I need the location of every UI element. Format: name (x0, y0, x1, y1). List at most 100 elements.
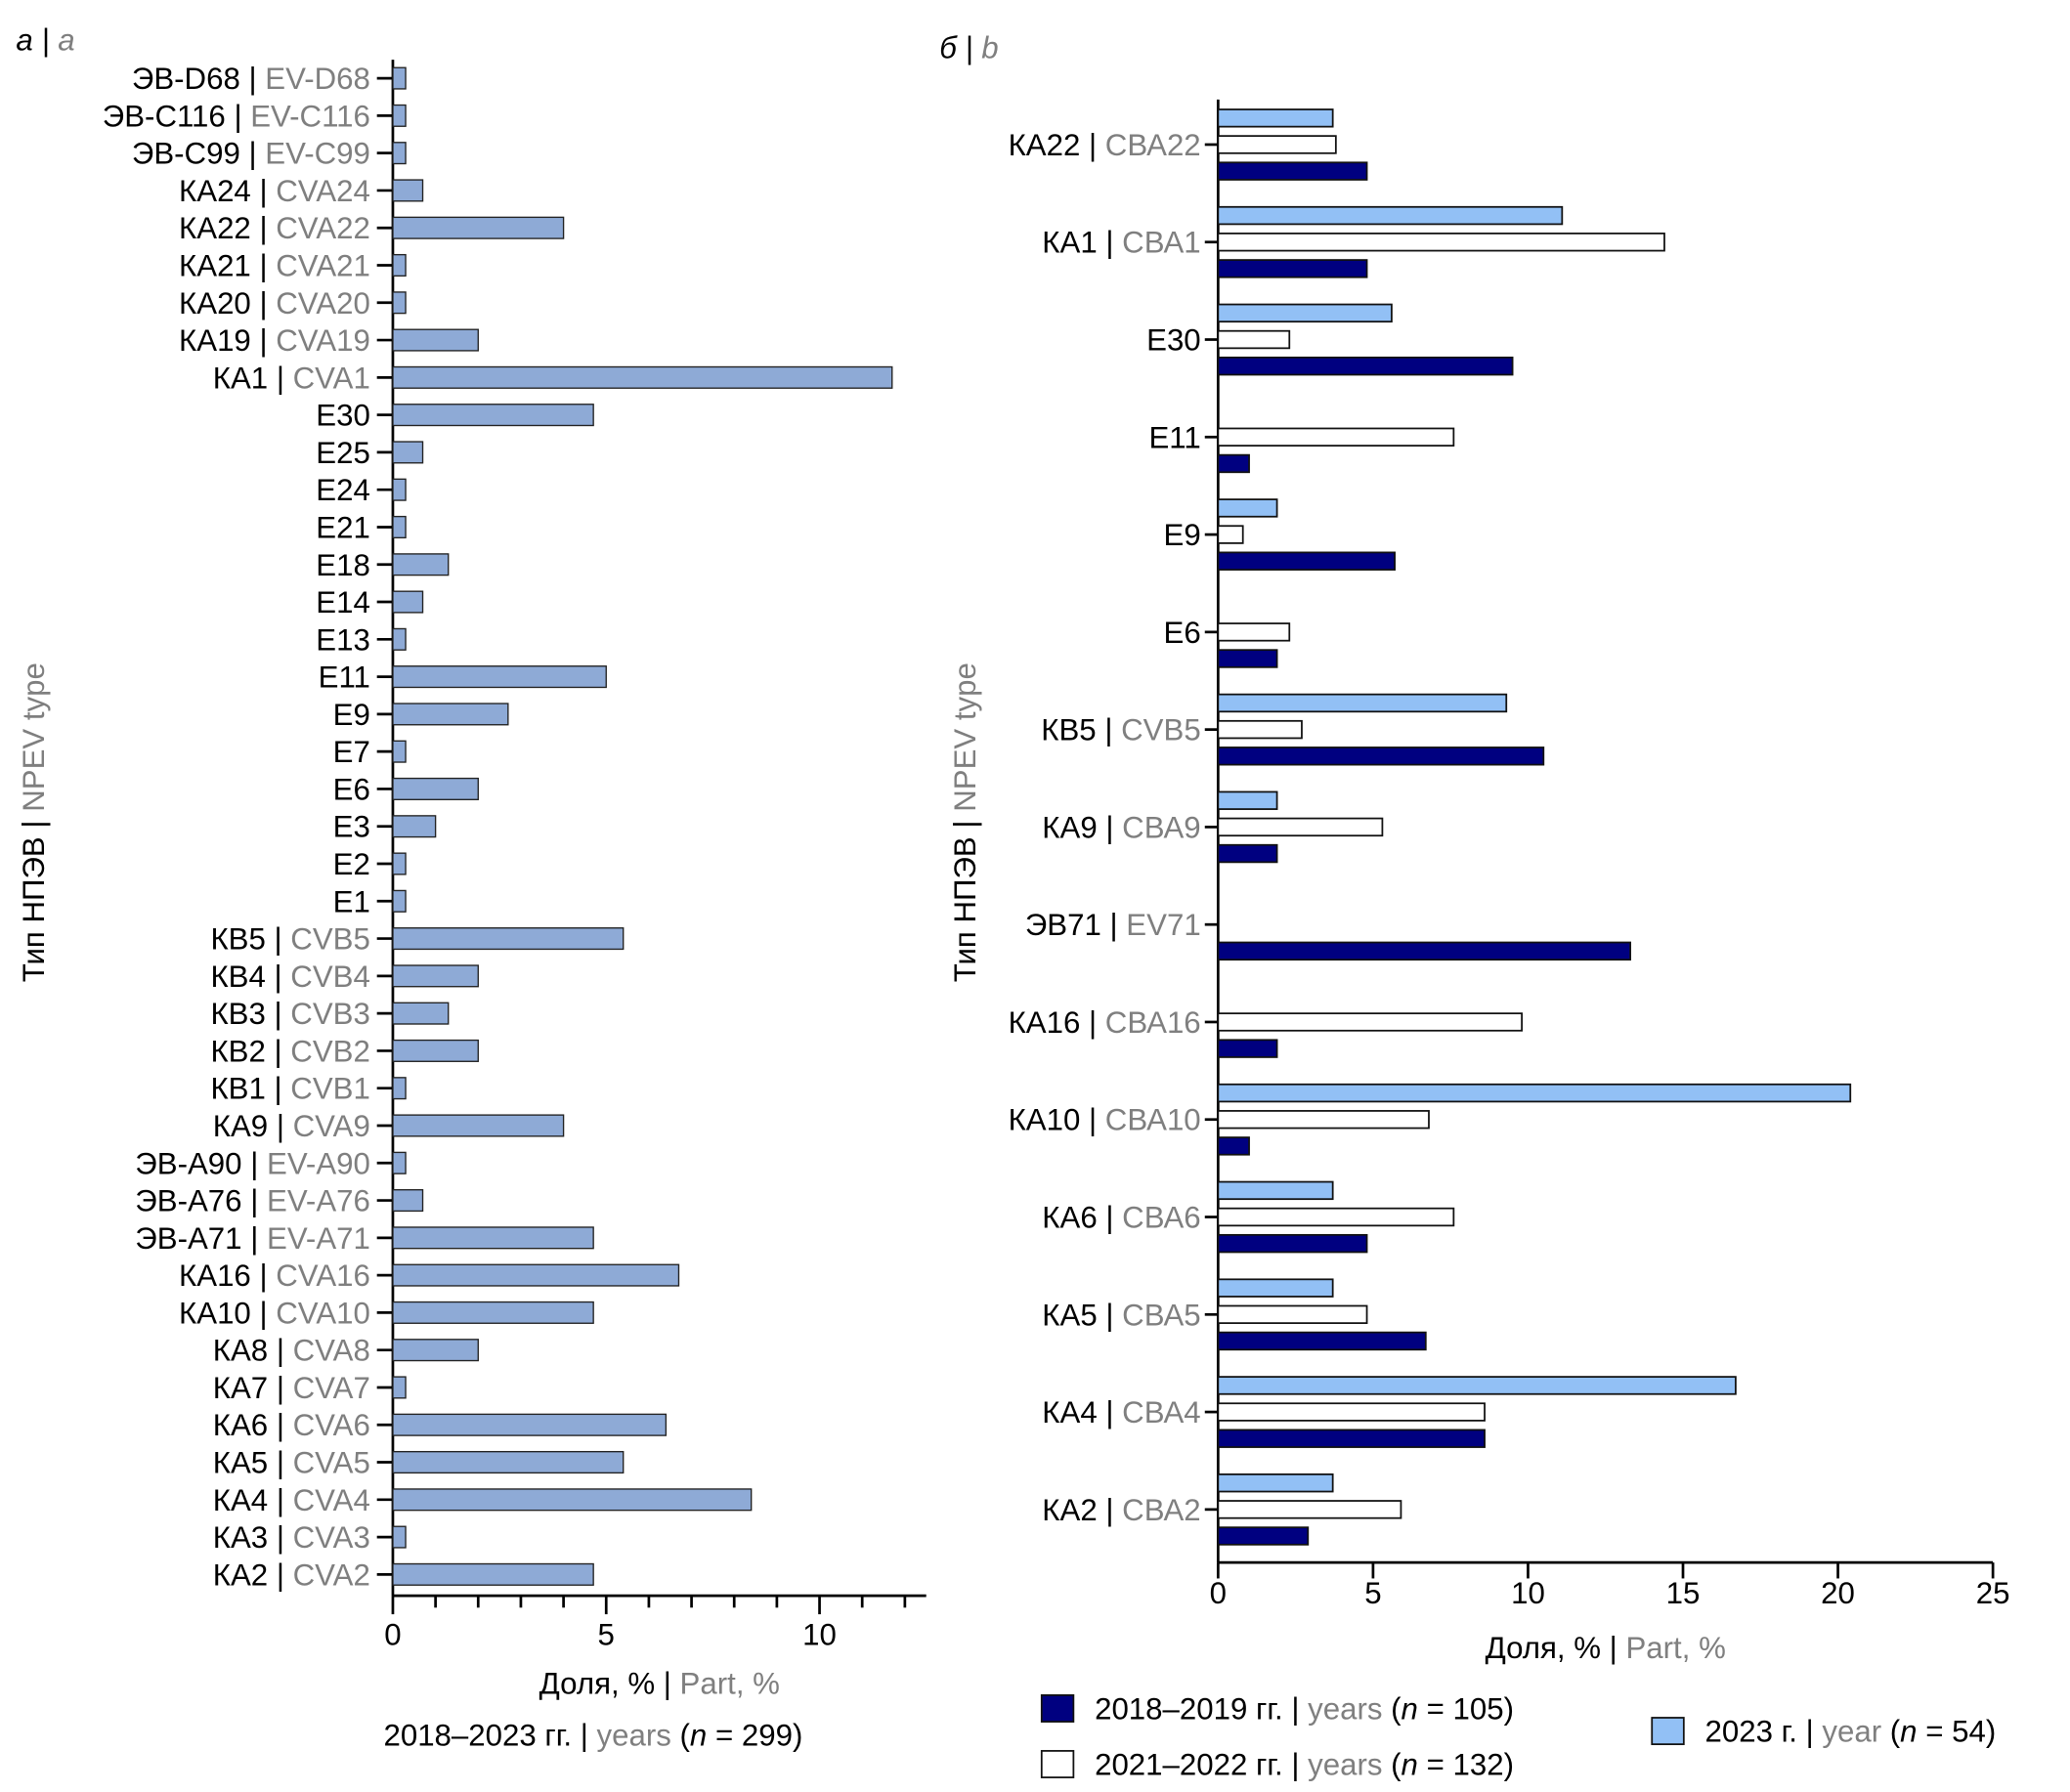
y-tick-label: E21 (316, 510, 370, 544)
y-tick-label: КА21 | CVA21 (179, 248, 370, 282)
y-tick-label: E9 (1164, 518, 1201, 552)
y-tick-label: E3 (333, 809, 370, 843)
x-tick-label: 25 (1976, 1576, 2010, 1610)
y-tick-label: E1 (333, 884, 370, 918)
chart-a-subtitle: 2018–2023 гг. | years (n = 299) (383, 1718, 802, 1752)
bar (1217, 1039, 1278, 1058)
bar (1217, 1472, 1334, 1493)
bar (1217, 233, 1665, 252)
y-tick-label: КА2 | СВА2 (1042, 1492, 1200, 1526)
bar (392, 291, 407, 315)
y-tick-label: КА10 | CVA10 (179, 1296, 370, 1330)
bar (1217, 1331, 1427, 1351)
bar (1217, 941, 1631, 961)
y-tick-label: КА16 | СВА16 (1009, 1004, 1201, 1039)
legend-swatch (1040, 1750, 1075, 1778)
x-tick-label: 20 (1821, 1576, 1855, 1610)
y-tick-label: ЭВ-А90 | EV-A90 (135, 1146, 370, 1180)
panel-b-label: б | b (939, 31, 998, 65)
bar (1217, 525, 1244, 544)
x-tick-label: 5 (598, 1617, 615, 1651)
bar (1217, 1500, 1402, 1519)
legend-item: 2018–2019 гг. | years (n = 105) (1040, 1691, 1514, 1726)
bar (392, 1376, 407, 1399)
bar (392, 852, 407, 875)
x-tick-label: 5 (1364, 1576, 1381, 1610)
bar (1217, 817, 1384, 837)
bar (1217, 1110, 1430, 1130)
bar (392, 1562, 594, 1586)
bar (1217, 719, 1303, 740)
y-tick-label: ЭВ-C99 | EV-C99 (132, 136, 370, 170)
bar (392, 441, 424, 464)
bar (392, 216, 565, 239)
bar (1217, 1136, 1250, 1156)
bar (1217, 356, 1514, 376)
y-tick-label: E24 (316, 473, 370, 507)
y-tick-label: КВ1 | CVB1 (210, 1071, 369, 1105)
legend-label: 2021–2022 гг. | years (n = 132) (1095, 1747, 1514, 1781)
bar (392, 515, 407, 539)
bar (392, 142, 407, 165)
y-tick-label: E11 (319, 660, 370, 694)
y-tick-label: E9 (333, 697, 370, 731)
legend-swatch (1651, 1717, 1685, 1746)
legend-swatch (1040, 1694, 1075, 1723)
y-tick-label: ЭВ-А76 | EV-A76 (135, 1183, 370, 1217)
y-tick-label: ЭВ-C116 | EV-C116 (103, 99, 370, 133)
bar (392, 104, 407, 127)
y-tick-label: E13 (316, 622, 370, 657)
y-tick-label: E14 (316, 585, 370, 619)
bar (392, 1002, 450, 1025)
bar (392, 365, 893, 389)
y-tick-label: E30 (1146, 322, 1201, 357)
bar (1217, 1233, 1368, 1254)
y-tick-label: E25 (316, 435, 370, 469)
bar (392, 1525, 407, 1549)
bar (1217, 1278, 1334, 1298)
bar (392, 253, 407, 277)
bar (392, 328, 479, 352)
bar (1217, 1376, 1737, 1395)
bar (392, 1114, 565, 1137)
y-tick-label: КА3 | CVA3 (213, 1520, 370, 1555)
y-tick-label: E6 (333, 772, 370, 806)
bar (1217, 843, 1278, 864)
y-tick-label: КА24 | CVA24 (179, 173, 370, 207)
bar (1217, 1429, 1486, 1448)
y-tick-label: ЭВ-А71 | EV-A71 (135, 1220, 370, 1255)
y-tick-label: КА2 | CVA2 (213, 1557, 370, 1592)
bar (392, 590, 424, 614)
bar (1217, 453, 1250, 474)
bar (392, 1151, 407, 1174)
bar (392, 740, 407, 763)
y-tick-label: КА5 | CVA5 (213, 1445, 370, 1479)
bar (392, 815, 437, 838)
bar (1217, 1083, 1852, 1103)
bar (1217, 1207, 1455, 1227)
bar (1217, 161, 1368, 181)
bar (1217, 1402, 1486, 1422)
y-tick-label: ЭВ71 | EV71 (1025, 908, 1201, 942)
bar (1217, 108, 1334, 128)
legend-item: 2023 г. | year (n = 54) (1651, 1714, 1997, 1748)
bar (392, 927, 625, 951)
bar (392, 553, 450, 576)
y-tick-label: КА10 | СВА10 (1009, 1102, 1201, 1136)
bar (392, 1226, 594, 1250)
legend: 2018–2019 гг. | years (n = 105) 2021–2022… (1040, 1691, 1997, 1781)
bar (1217, 1012, 1523, 1032)
y-tick-label: КА22 | CVA22 (179, 211, 370, 245)
legend-label: 2018–2019 гг. | years (n = 105) (1095, 1691, 1514, 1726)
bar (1217, 649, 1278, 668)
bar (392, 1488, 753, 1512)
y-tick-label: E30 (316, 398, 370, 432)
y-tick-label: КА6 | CVA6 (213, 1408, 370, 1442)
x-tick-label: 0 (1210, 1576, 1227, 1610)
bar (392, 404, 594, 427)
bar (392, 1413, 668, 1436)
y-tick-label: E7 (333, 735, 370, 769)
bar (1217, 747, 1545, 766)
legend-label: 2023 г. | year (n = 54) (1705, 1714, 1997, 1748)
